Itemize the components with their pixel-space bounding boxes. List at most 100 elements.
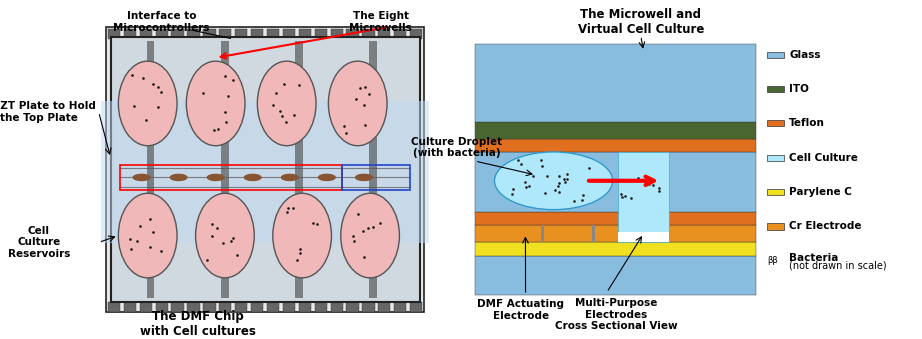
- Ellipse shape: [341, 193, 399, 278]
- Bar: [475, 225, 756, 242]
- Bar: [541, 225, 544, 242]
- Bar: [767, 86, 784, 92]
- Bar: [106, 27, 424, 312]
- Bar: [619, 152, 668, 242]
- Bar: [108, 29, 120, 39]
- Bar: [219, 29, 231, 39]
- Text: Multi-Purpose
Electrodes
Cross Sectional View: Multi-Purpose Electrodes Cross Sectional…: [555, 298, 677, 331]
- Text: Cell
Culture
Reservoirs: Cell Culture Reservoirs: [7, 226, 70, 259]
- Bar: [767, 155, 784, 161]
- Bar: [767, 52, 784, 58]
- Circle shape: [207, 174, 224, 180]
- Bar: [370, 41, 377, 298]
- Bar: [295, 41, 302, 298]
- Ellipse shape: [118, 61, 177, 146]
- Ellipse shape: [257, 61, 316, 146]
- Bar: [219, 302, 231, 312]
- Ellipse shape: [118, 193, 177, 278]
- Circle shape: [171, 174, 187, 180]
- Bar: [299, 302, 311, 312]
- Bar: [475, 122, 756, 139]
- Circle shape: [281, 174, 298, 180]
- Bar: [475, 44, 756, 122]
- Bar: [410, 302, 422, 312]
- Bar: [156, 29, 168, 39]
- Bar: [592, 225, 595, 242]
- Bar: [347, 29, 359, 39]
- Ellipse shape: [328, 61, 387, 146]
- Text: (not drawn in scale): (not drawn in scale): [789, 261, 887, 271]
- Text: Cr Electrode: Cr Electrode: [789, 221, 862, 232]
- Circle shape: [356, 174, 372, 180]
- Ellipse shape: [186, 61, 245, 146]
- Circle shape: [133, 174, 149, 180]
- Bar: [187, 302, 199, 312]
- Bar: [171, 29, 183, 39]
- Bar: [378, 29, 390, 39]
- Bar: [235, 29, 247, 39]
- Bar: [203, 302, 216, 312]
- Text: Cell Culture: Cell Culture: [789, 153, 858, 163]
- Text: Interface to
Microcontrollers: Interface to Microcontrollers: [113, 11, 209, 33]
- Bar: [475, 212, 756, 225]
- Bar: [140, 302, 152, 312]
- Bar: [767, 120, 784, 126]
- Bar: [171, 302, 183, 312]
- Bar: [283, 29, 295, 39]
- Bar: [108, 302, 120, 312]
- Bar: [628, 225, 632, 242]
- Bar: [111, 37, 420, 302]
- Bar: [120, 165, 342, 190]
- Text: ββ: ββ: [767, 256, 778, 265]
- Bar: [148, 41, 155, 298]
- Bar: [235, 302, 247, 312]
- Bar: [394, 302, 407, 312]
- Bar: [101, 101, 429, 243]
- Bar: [251, 302, 263, 312]
- Ellipse shape: [273, 193, 332, 278]
- Bar: [347, 302, 359, 312]
- Bar: [267, 302, 279, 312]
- Text: The DMF Chip
with Cell cultures: The DMF Chip with Cell cultures: [140, 310, 256, 338]
- Bar: [283, 302, 295, 312]
- Bar: [330, 302, 343, 312]
- Bar: [299, 29, 311, 39]
- Bar: [767, 223, 784, 230]
- Text: The Eight
Microwells: The Eight Microwells: [349, 11, 412, 33]
- Text: Teflon: Teflon: [789, 118, 825, 128]
- Bar: [314, 29, 326, 39]
- Bar: [475, 242, 756, 256]
- Bar: [767, 189, 784, 195]
- Text: Parylene C: Parylene C: [789, 187, 852, 197]
- Bar: [410, 29, 422, 39]
- Bar: [203, 29, 216, 39]
- Bar: [342, 165, 410, 190]
- Text: A PZT Plate to Hold
the Top Plate: A PZT Plate to Hold the Top Plate: [0, 101, 96, 123]
- Bar: [362, 29, 374, 39]
- Bar: [378, 302, 390, 312]
- Circle shape: [244, 174, 261, 180]
- Bar: [221, 41, 229, 298]
- Bar: [314, 302, 326, 312]
- Bar: [475, 256, 756, 295]
- Text: Bacteria: Bacteria: [789, 253, 839, 263]
- Bar: [666, 225, 669, 242]
- Circle shape: [319, 174, 336, 180]
- Text: Glass: Glass: [789, 49, 821, 60]
- Bar: [187, 29, 199, 39]
- Bar: [124, 29, 136, 39]
- Bar: [140, 29, 152, 39]
- Bar: [156, 302, 168, 312]
- Bar: [475, 152, 756, 212]
- Bar: [267, 29, 279, 39]
- Text: DMF Actuating
Electrode: DMF Actuating Electrode: [478, 299, 564, 321]
- Bar: [394, 29, 407, 39]
- Bar: [362, 302, 374, 312]
- Text: Culture Droplet
(with bacteria): Culture Droplet (with bacteria): [411, 137, 502, 158]
- Bar: [251, 29, 263, 39]
- Text: The Microwell and
Virtual Cell Culture: The Microwell and Virtual Cell Culture: [577, 8, 704, 36]
- Ellipse shape: [195, 193, 254, 278]
- Bar: [619, 232, 668, 242]
- Bar: [475, 139, 756, 152]
- Text: ITO: ITO: [789, 84, 810, 94]
